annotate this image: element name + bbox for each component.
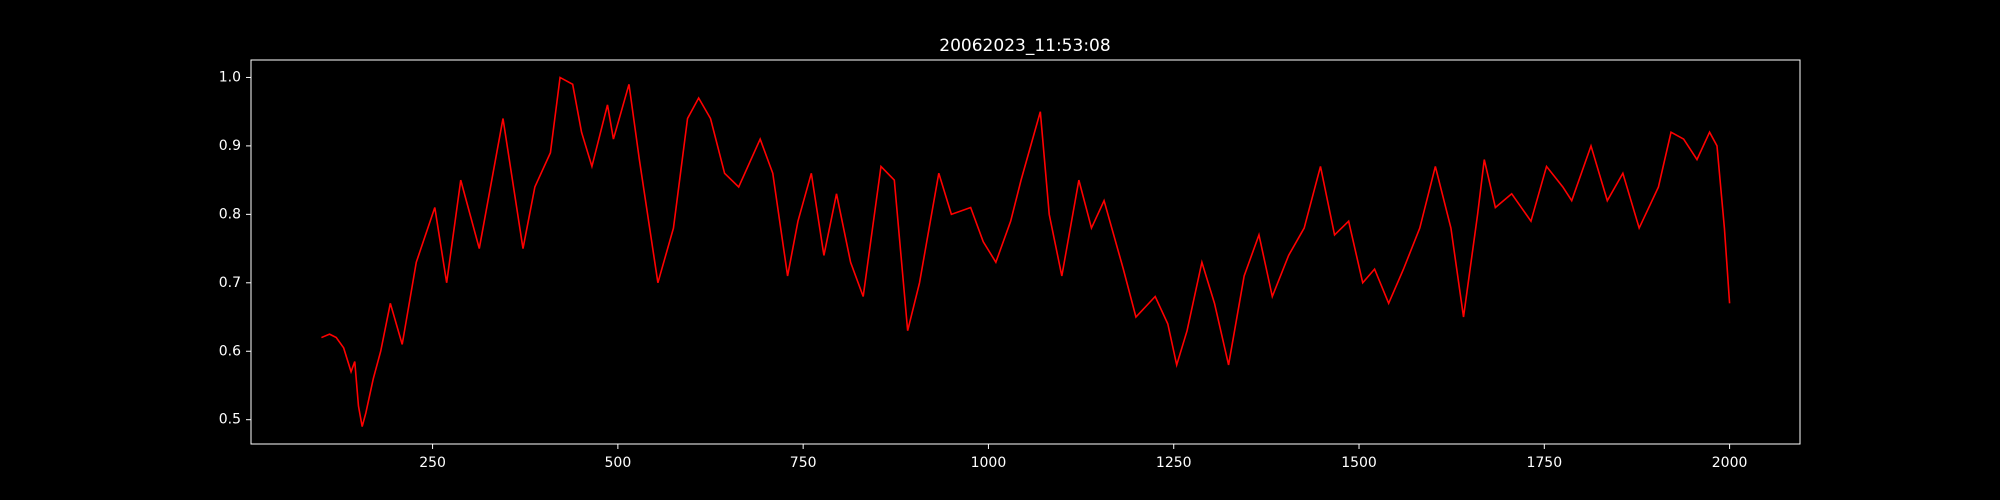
x-tick-label: 250 bbox=[419, 455, 446, 471]
x-tick-label: 1250 bbox=[1156, 455, 1192, 471]
chart-title: 20062023_11:53:08 bbox=[939, 36, 1110, 56]
x-tick-label: 1500 bbox=[1341, 455, 1377, 471]
y-tick-label: 0.8 bbox=[219, 206, 241, 222]
y-tick-label: 0.5 bbox=[219, 412, 241, 428]
x-tick-label: 750 bbox=[790, 455, 817, 471]
data-line bbox=[321, 76, 1731, 427]
y-tick-label: 0.9 bbox=[219, 138, 241, 154]
y-tick-label: 0.7 bbox=[219, 275, 241, 291]
x-tick-label: 1000 bbox=[971, 455, 1007, 471]
x-tick-label: 1750 bbox=[1526, 455, 1562, 471]
y-tick-label: 0.6 bbox=[219, 343, 241, 359]
axes-frame bbox=[250, 59, 1801, 445]
x-tick-label: 500 bbox=[605, 455, 632, 471]
x-tick-label: 2000 bbox=[1712, 455, 1748, 471]
y-tick-label: 1.0 bbox=[219, 69, 241, 85]
